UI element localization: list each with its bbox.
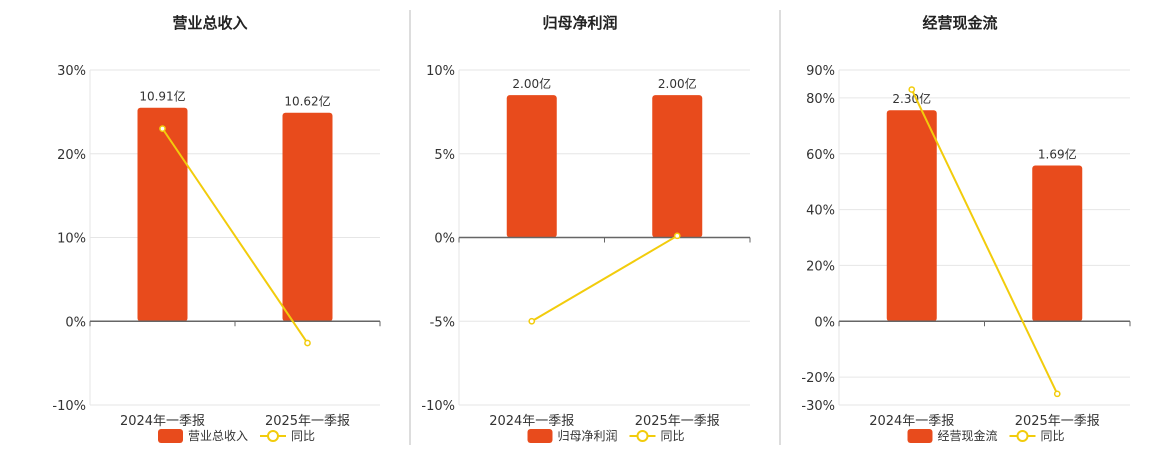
y-tick-label: 20%	[806, 259, 835, 274]
y-tick-label: 90%	[806, 64, 835, 79]
y-tick-label: -10%	[52, 399, 86, 414]
y-tick-label: 10%	[57, 232, 86, 247]
y-tick-label: -5%	[430, 315, 455, 330]
legend-bar-swatch	[907, 429, 933, 443]
legend-bar-label: 归母净利润	[558, 429, 618, 443]
y-tick-label: -30%	[801, 399, 835, 414]
bar-data-label: 2.00亿	[512, 76, 551, 91]
y-tick-label: 10%	[426, 64, 455, 79]
legend-bar-label: 营业总收入	[188, 429, 248, 443]
legend-line-label: 同比	[291, 429, 315, 443]
bar	[282, 112, 333, 322]
legend-line-marker	[636, 430, 649, 442]
y-tick-label: 60%	[806, 148, 835, 163]
yoy-point	[528, 317, 536, 325]
chart-title: 经营现金流	[922, 14, 997, 32]
yoy-point	[673, 232, 681, 240]
chart-title: 归母净利润	[542, 14, 617, 32]
bar	[886, 110, 937, 322]
category-label: 2024年一季报	[489, 414, 574, 429]
category-label: 2025年一季报	[1015, 414, 1100, 429]
yoy-line	[531, 234, 678, 323]
legend-line-marker	[1016, 430, 1029, 442]
legend-bar-label: 经营现金流	[938, 428, 998, 443]
category-label: 2024年一季报	[869, 414, 954, 429]
y-tick-label: 0%	[434, 232, 455, 247]
category-label: 2025年一季报	[635, 414, 720, 429]
legend-bar-swatch	[527, 429, 553, 443]
y-tick-label: 0%	[65, 315, 86, 330]
bar-data-label: 2.00亿	[658, 76, 697, 91]
category-label: 2025年一季报	[265, 414, 350, 429]
legend-line-label: 同比	[1041, 429, 1065, 443]
y-tick-label: -20%	[801, 371, 835, 386]
y-tick-label: 30%	[57, 64, 86, 79]
yoy-point	[304, 339, 311, 347]
y-tick-label: 5%	[434, 148, 455, 163]
bar	[1032, 165, 1083, 322]
y-tick-label: 80%	[806, 92, 835, 107]
chart-title: 营业总收入	[172, 14, 247, 32]
category-label: 2024年一季报	[120, 414, 205, 429]
yoy-point	[159, 125, 166, 132]
yoy-point	[1053, 390, 1061, 398]
y-tick-label: -10%	[421, 399, 455, 414]
bar-data-label: 2.30亿	[892, 91, 931, 106]
chart-panel-3: 经营现金流 90% 80% 60% 40% 20% 0% -20% -30% 2.30亿 1.69亿…	[801, 14, 1131, 443]
legend-line-marker	[267, 430, 279, 442]
yoy-line	[161, 128, 309, 344]
legend-bar-swatch	[158, 429, 183, 443]
chart-panel-1: 营业总收入 30% 20% 10% 0% -10% 10.91亿 10.62亿 2024年一季报…	[52, 14, 381, 443]
bar-data-label: 10.91亿	[139, 89, 185, 104]
yoy-line	[910, 89, 1059, 395]
legend-line-label: 同比	[661, 429, 685, 443]
bar	[137, 107, 188, 322]
bar	[652, 95, 703, 238]
y-tick-label: 20%	[57, 148, 86, 163]
bar-data-label: 10.62亿	[284, 94, 330, 109]
yoy-point	[908, 86, 916, 93]
chart-panel-2: 归母净利润 10% 5% 0% -5% -10% 2.00亿 2.00亿 2024年一季报 202…	[421, 14, 751, 443]
bar	[506, 95, 557, 238]
y-tick-label: 40%	[806, 204, 835, 219]
y-tick-label: 0%	[814, 315, 835, 330]
bar-data-label: 1.69亿	[1038, 146, 1077, 161]
